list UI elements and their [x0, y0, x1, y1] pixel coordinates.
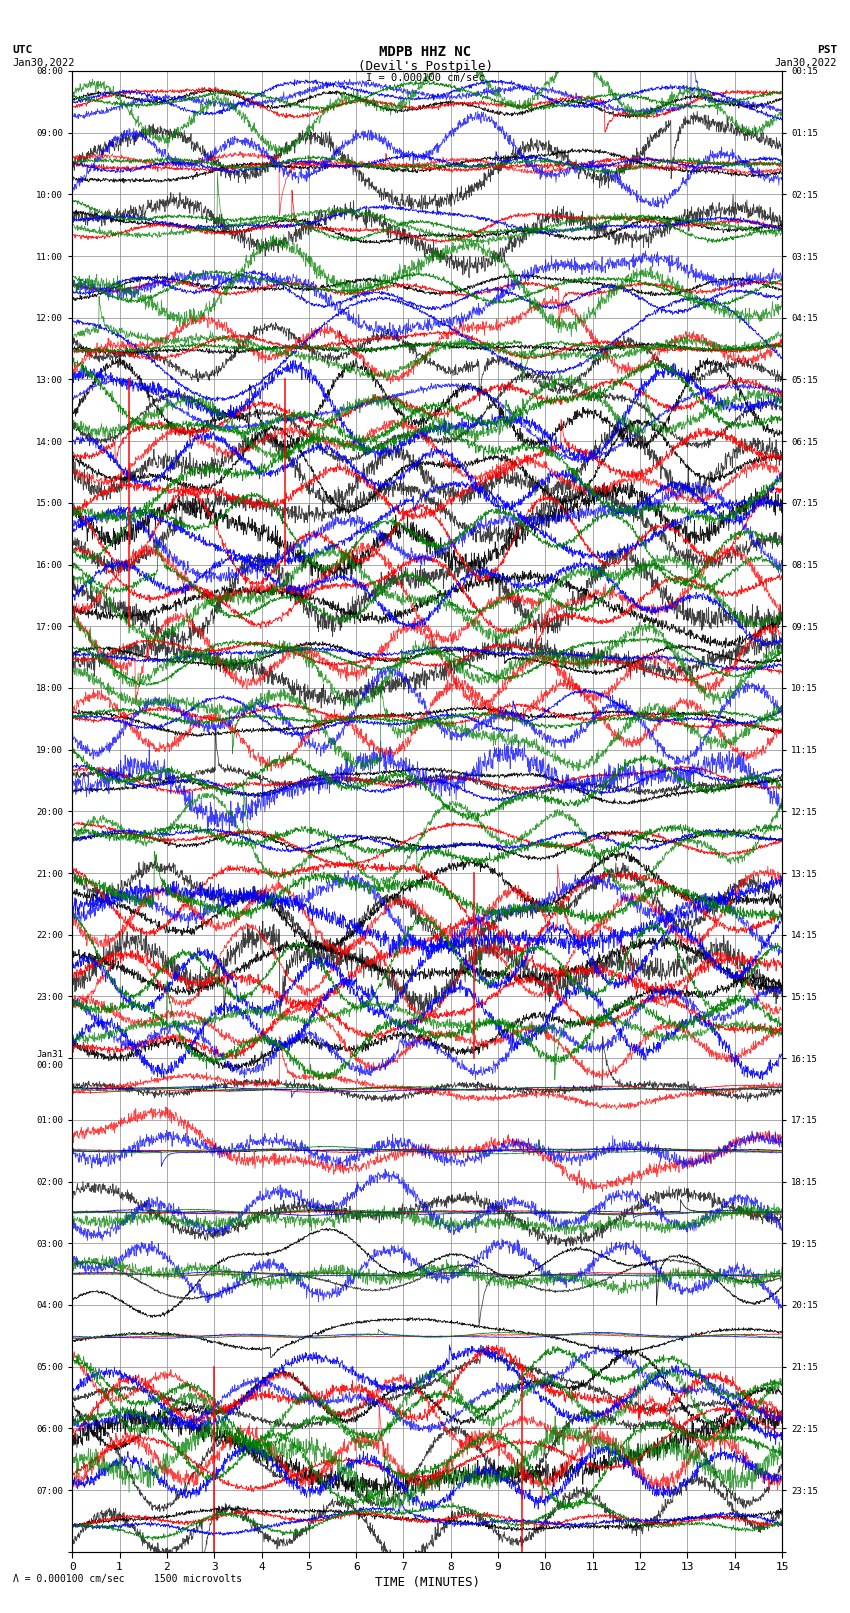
Text: UTC: UTC: [13, 45, 33, 55]
Text: Λ = 0.000100 cm/sec     1500 microvolts: Λ = 0.000100 cm/sec 1500 microvolts: [13, 1574, 242, 1584]
Text: PST: PST: [817, 45, 837, 55]
Text: Jan30,2022: Jan30,2022: [13, 58, 76, 68]
Text: MDPB HHZ NC: MDPB HHZ NC: [379, 45, 471, 60]
X-axis label: TIME (MINUTES): TIME (MINUTES): [375, 1576, 479, 1589]
Text: Jan30,2022: Jan30,2022: [774, 58, 837, 68]
Text: (Devil's Postpile): (Devil's Postpile): [358, 60, 492, 73]
Text: I = 0.000100 cm/sec: I = 0.000100 cm/sec: [366, 73, 484, 82]
